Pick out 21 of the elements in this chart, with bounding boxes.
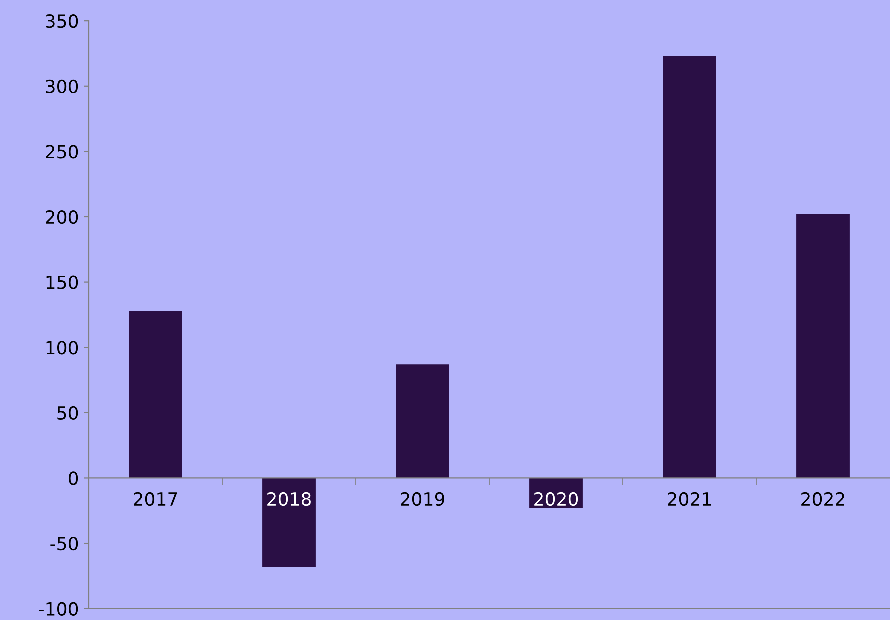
- x-tick-label: 2018: [268, 492, 311, 506]
- y-tick-label: -50: [50, 536, 78, 551]
- x-tick-label: 2020: [534, 492, 578, 506]
- y-tick-label: 100: [46, 341, 78, 355]
- x-tick-label: 2021: [668, 492, 712, 506]
- y-tick-label: 150: [46, 276, 78, 290]
- y-tick-label: 50: [58, 406, 78, 420]
- y-tick-label: 250: [46, 145, 78, 159]
- x-tick-label: 2019: [401, 492, 444, 506]
- bar: [262, 478, 316, 568]
- bar: [663, 56, 716, 478]
- y-tick-label: 300: [46, 80, 78, 94]
- bar: [129, 311, 182, 478]
- y-tick-label: 350: [46, 14, 78, 28]
- y-tick-label: 200: [46, 210, 78, 224]
- x-tick-label: 2022: [802, 492, 844, 506]
- y-tick-label: -100: [39, 602, 78, 616]
- y-tick-label: 0: [68, 472, 78, 486]
- bar: [796, 214, 850, 478]
- bar: [396, 364, 450, 478]
- x-tick-label: 2017: [134, 492, 178, 506]
